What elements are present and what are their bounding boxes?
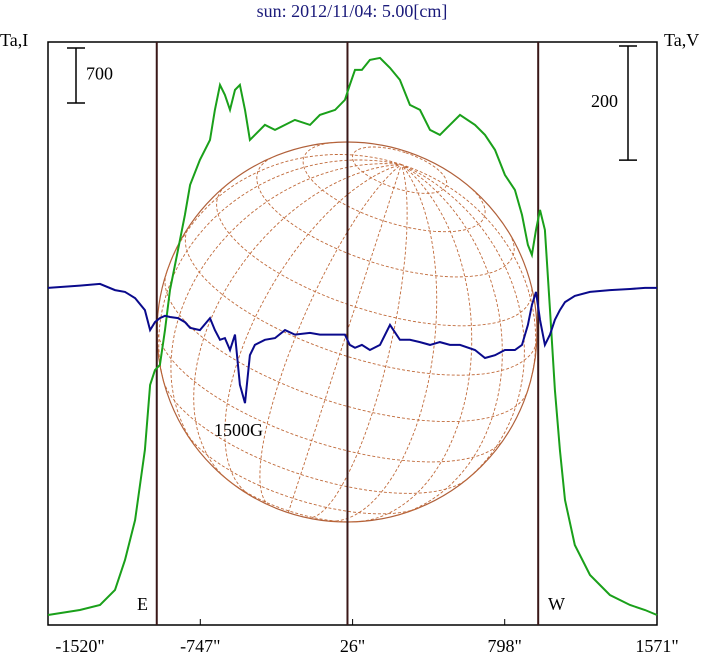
disk-grid-line: [330, 164, 438, 522]
disk-grid-line: [287, 164, 402, 513]
disk-grid-line: [307, 164, 408, 519]
disk-grid-line: [164, 273, 529, 423]
disk-grid-line: [163, 381, 467, 494]
plot-frame: [47, 41, 658, 626]
x-tick-label: 26": [340, 636, 365, 656]
disk-grid-line: [224, 164, 402, 495]
annotation: 1500G: [214, 420, 263, 440]
disk-grid-line: [352, 146, 448, 194]
annotation: W: [548, 594, 565, 614]
disk-grid-line: [396, 164, 503, 516]
x-tick-label: -1520": [55, 636, 104, 656]
disk-grid-line: [216, 185, 533, 327]
disk-grid-line: [355, 164, 473, 523]
y2-axis-label: Ta,V: [664, 30, 699, 50]
disk-grid-line: [227, 479, 357, 523]
disk-grid-line: [401, 164, 537, 391]
disk-grid-line: [184, 225, 538, 376]
x-tick-label: -747": [180, 636, 220, 656]
disk-grid-line: [193, 164, 402, 481]
disk-grid-line: [259, 164, 402, 506]
data-line: [47, 282, 657, 404]
disk-grid-line: [156, 329, 503, 463]
scale-bar-label: 700: [86, 64, 113, 84]
disk-grid-line: [170, 163, 402, 452]
disk-grid-line: [165, 154, 402, 274]
y-axis-label: Ta,I: [0, 30, 28, 50]
chart-title: sun: 2012/11/04: 5.00[cm]: [257, 1, 448, 21]
disk-grid-line: [256, 157, 515, 278]
disk-grid-line: [302, 141, 486, 233]
annotation: E: [137, 594, 148, 614]
solar-disk: [156, 141, 538, 523]
data-line: [47, 56, 658, 616]
x-tick-label: 798": [488, 636, 522, 656]
scale-bar-label: 200: [591, 91, 618, 111]
x-tick-label: 1571": [635, 636, 678, 656]
